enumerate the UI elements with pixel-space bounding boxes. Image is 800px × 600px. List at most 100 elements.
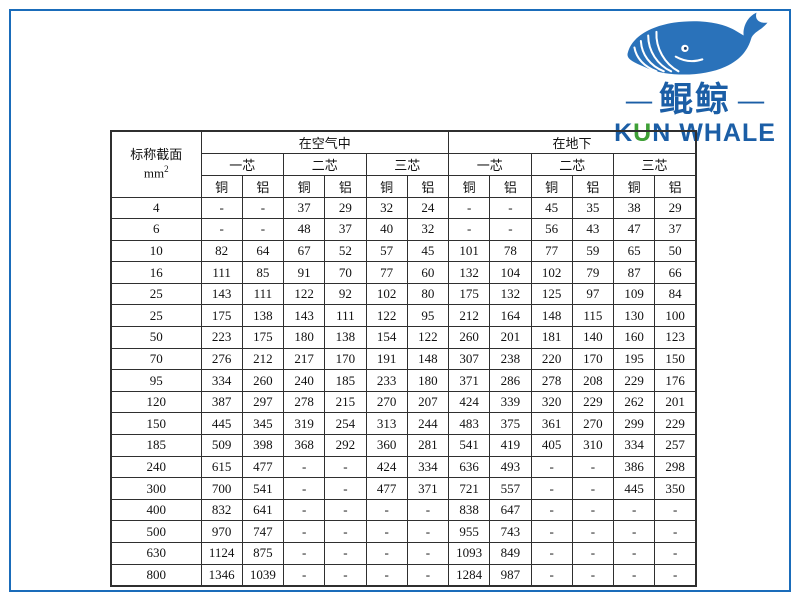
value-cell: 970 (200, 520, 243, 543)
value-cell: 557 (489, 477, 532, 500)
value-cell: 123 (654, 326, 697, 349)
value-cell: - (447, 218, 491, 241)
value-cell: 1284 (447, 563, 491, 587)
value-cell: 91 (282, 261, 326, 284)
table-row: 150 445 345 319 254 313 244 483 375 361 270 299 229 (110, 412, 697, 436)
value-cell: 276 (200, 347, 243, 371)
value-cell: 37 (324, 218, 367, 241)
value-cell: 229 (612, 369, 656, 392)
value-cell: 339 (489, 390, 532, 414)
value-cell: 207 (406, 390, 450, 414)
value-cell: 1346 (200, 563, 243, 587)
value-cell: 477 (241, 455, 285, 479)
value-cell: 278 (530, 369, 573, 392)
value-cell: 150 (654, 347, 697, 371)
value-cell: 747 (241, 520, 285, 543)
value-cell: - (530, 455, 573, 479)
value-cell: 92 (324, 282, 367, 306)
value-cell: 70 (324, 261, 367, 284)
value-cell: 307 (447, 347, 491, 371)
value-cell: 122 (365, 304, 408, 328)
value-cell: 371 (406, 477, 450, 500)
value-cell: 175 (241, 326, 285, 349)
value-cell: 375 (489, 412, 532, 436)
size-cell: 16 (110, 261, 202, 284)
logo-dash-right: — (738, 86, 764, 115)
table-row: 400 832 641- - - -838 647- - - - (110, 498, 697, 522)
value-cell: 223 (200, 326, 243, 349)
value-cell: 297 (241, 390, 285, 414)
value-cell: 721 (447, 477, 491, 500)
value-cell: 52 (324, 239, 367, 263)
material-header: 铜 (200, 174, 243, 198)
value-cell: - (654, 542, 697, 565)
value-cell: 477 (365, 477, 408, 500)
value-cell: - (324, 542, 367, 565)
value-cell: 405 (530, 434, 573, 457)
value-cell: 32 (365, 196, 408, 220)
value-cell: 424 (365, 455, 408, 479)
value-cell: - (489, 218, 532, 241)
value-cell: 60 (406, 261, 450, 284)
value-cell: - (324, 455, 367, 479)
material-header-row: 铜铝铜铝铜铝铜铝铜铝铜铝 (111, 174, 697, 198)
value-cell: 38 (612, 196, 656, 220)
size-cell: 70 (110, 347, 202, 371)
value-cell: 56 (530, 218, 573, 241)
value-cell: 641 (241, 498, 285, 522)
value-cell: 838 (447, 498, 491, 522)
value-cell: 48 (282, 218, 326, 241)
value-cell: 143 (200, 282, 243, 306)
value-cell: 95 (406, 304, 450, 328)
material-header: 铝 (324, 174, 367, 198)
value-cell: - (365, 563, 408, 587)
value-cell: 240 (282, 369, 326, 392)
group-header-row: 标称截面 mm2 在空气中 在地下 (110, 130, 697, 198)
value-cell: 84 (654, 282, 697, 306)
value-cell: 185 (324, 369, 367, 392)
value-cell: 1039 (241, 563, 285, 587)
value-cell: - (571, 542, 615, 565)
table-row: 25 175 138 143 111 122 95 212 164 148 115 130 100 (110, 304, 697, 328)
value-cell: - (612, 498, 656, 522)
size-cell: 185 (110, 434, 202, 457)
value-cell: 310 (571, 434, 615, 457)
value-cell: - (365, 498, 408, 522)
value-cell: 59 (571, 239, 615, 263)
value-cell: 35 (571, 196, 615, 220)
material-header: 铝 (406, 174, 450, 198)
value-cell: 270 (571, 412, 615, 436)
value-cell: - (530, 498, 573, 522)
value-cell: 286 (489, 369, 532, 392)
value-cell: 180 (406, 369, 450, 392)
value-cell: 955 (447, 520, 491, 543)
value-cell: 260 (447, 326, 491, 349)
material-header: 铜 (447, 174, 491, 198)
value-cell: 615 (200, 455, 243, 479)
value-cell: 987 (489, 563, 532, 587)
value-cell: 334 (612, 434, 656, 457)
value-cell: 445 (612, 477, 656, 500)
size-cell: 150 (110, 412, 202, 436)
value-cell: 345 (241, 412, 285, 436)
value-cell: 64 (241, 239, 285, 263)
value-cell: 111 (200, 261, 243, 284)
value-cell: 257 (654, 434, 697, 457)
value-cell: 79 (571, 261, 615, 284)
value-cell: - (406, 498, 450, 522)
value-cell: 270 (365, 390, 408, 414)
logo-cn-line: — 鲲鲸 — (598, 84, 792, 118)
value-cell: 160 (612, 326, 656, 349)
value-cell: 509 (200, 434, 243, 457)
size-cell: 400 (110, 498, 202, 522)
table-row: 240 615 477- -424 334 636 493- -386 298 (110, 455, 697, 479)
value-cell: - (406, 563, 450, 587)
value-cell: 320 (530, 390, 573, 414)
value-cell: 398 (241, 434, 285, 457)
value-cell: 368 (282, 434, 326, 457)
value-cell: 212 (447, 304, 491, 328)
core-count-header: 一芯 (200, 152, 284, 176)
value-cell: 115 (571, 304, 615, 328)
value-cell: 37 (654, 218, 697, 241)
value-cell: 350 (654, 477, 697, 500)
